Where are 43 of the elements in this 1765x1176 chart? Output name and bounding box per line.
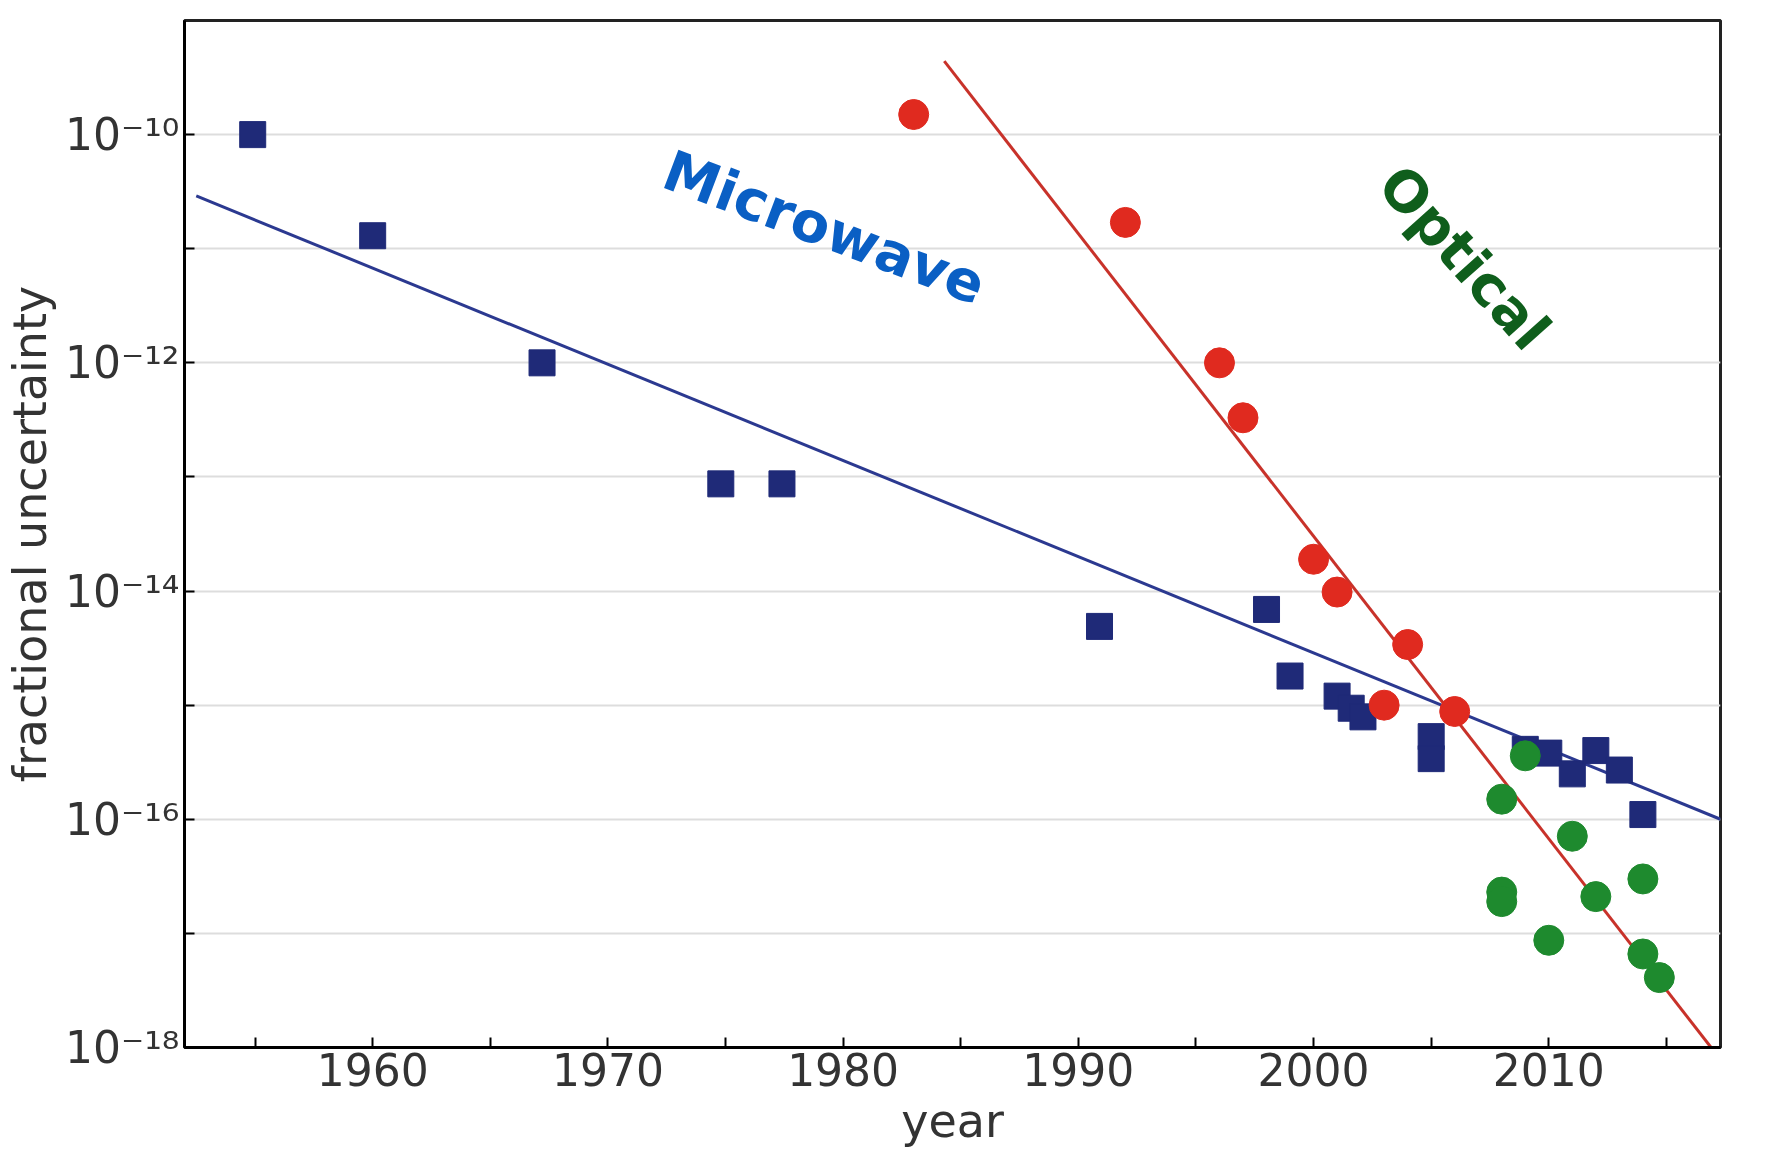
point	[1558, 760, 1586, 788]
point	[1439, 696, 1471, 727]
x-tick-label: 2010	[1492, 1044, 1605, 1096]
y-tick-label: 10⁻¹⁰	[65, 109, 180, 161]
point	[768, 470, 796, 498]
point	[1298, 543, 1330, 575]
y-axis-title: fractional uncertainty	[3, 285, 58, 783]
x-tick-label: 1980	[787, 1044, 900, 1096]
point	[1580, 881, 1612, 913]
y-tick-label: 10⁻¹⁴	[65, 565, 180, 617]
point	[1582, 737, 1610, 765]
point	[1253, 595, 1281, 623]
point	[1227, 402, 1259, 434]
x-tick-label: 1960	[316, 1044, 429, 1096]
point	[528, 349, 556, 377]
x-tick-label: 1990	[1022, 1044, 1135, 1096]
point	[359, 222, 387, 250]
point	[1276, 662, 1304, 690]
point	[1368, 689, 1400, 721]
x-axis-title: year	[901, 1093, 1004, 1148]
point	[1627, 938, 1659, 970]
point	[1627, 863, 1659, 895]
point	[1643, 962, 1675, 994]
y-tick-label: 10⁻¹⁸	[65, 1022, 180, 1073]
point	[1629, 801, 1657, 829]
point	[1486, 783, 1518, 815]
point	[1509, 740, 1541, 772]
point	[1203, 347, 1235, 379]
y-tick-label: 10⁻¹²	[65, 337, 180, 389]
point	[1417, 745, 1445, 773]
point	[898, 99, 930, 130]
point	[1109, 206, 1141, 238]
point	[1086, 612, 1114, 640]
point	[707, 470, 735, 498]
point	[239, 121, 267, 149]
point	[1533, 924, 1565, 956]
point	[1392, 629, 1424, 660]
point	[1321, 576, 1353, 608]
point	[1556, 820, 1588, 852]
x-tick-label: 1970	[551, 1044, 664, 1096]
y-tick-label: 10⁻¹⁶	[65, 793, 180, 845]
point	[1605, 756, 1633, 784]
x-tick-label: 2000	[1257, 1044, 1370, 1096]
